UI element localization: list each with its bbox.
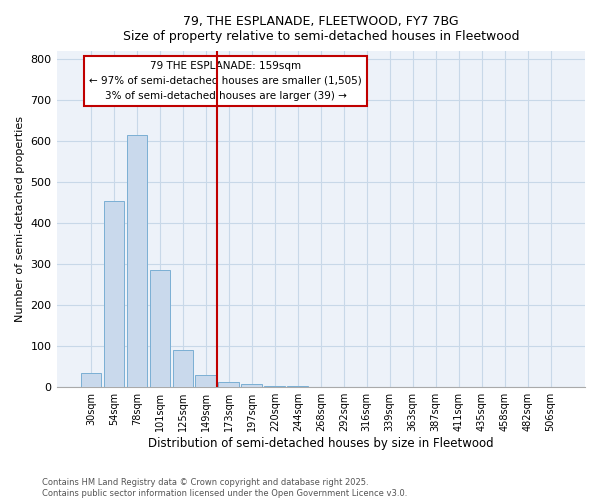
Y-axis label: Number of semi-detached properties: Number of semi-detached properties [15, 116, 25, 322]
Bar [127, 135, 147, 387]
X-axis label: Distribution of semi-detached houses by size in Fleetwood: Distribution of semi-detached houses by … [148, 437, 494, 450]
Bar [265, 386, 285, 387]
Bar [241, 384, 262, 387]
Bar [80, 373, 101, 387]
Bar [196, 375, 216, 387]
Bar [149, 270, 170, 387]
Text: 79 THE ESPLANADE: 159sqm
← 97% of semi-detached houses are smaller (1,505)
3% of: 79 THE ESPLANADE: 159sqm ← 97% of semi-d… [89, 61, 362, 101]
Bar [218, 382, 239, 387]
Bar [173, 350, 193, 387]
Bar [287, 386, 308, 387]
Title: 79, THE ESPLANADE, FLEETWOOD, FY7 7BG
Size of property relative to semi-detached: 79, THE ESPLANADE, FLEETWOOD, FY7 7BG Si… [122, 15, 519, 43]
Text: Contains HM Land Registry data © Crown copyright and database right 2025.
Contai: Contains HM Land Registry data © Crown c… [42, 478, 407, 498]
Bar [104, 200, 124, 387]
